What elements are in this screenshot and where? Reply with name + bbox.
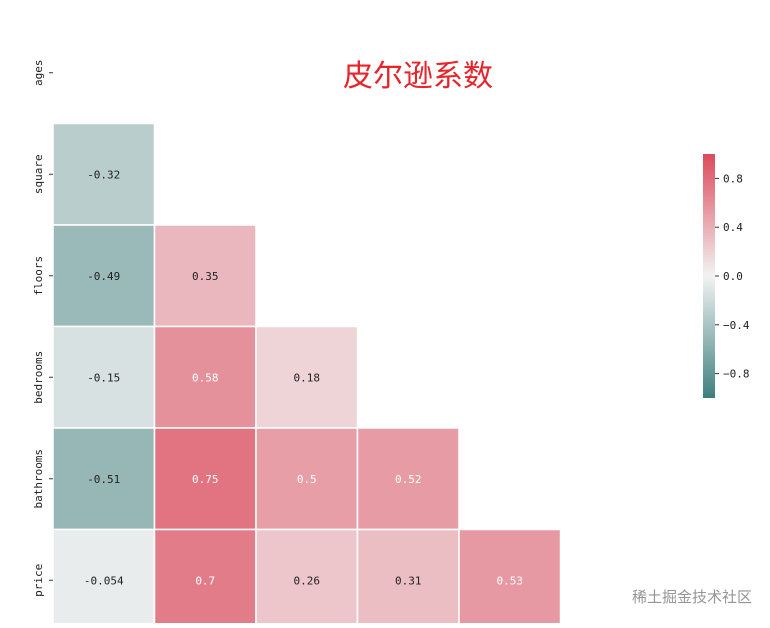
colorbar-tick-label: 0.0	[723, 270, 743, 283]
colorbar-gradient	[703, 154, 715, 398]
cell-value-label: 0.7	[195, 574, 215, 587]
cell-value-label: -0.51	[87, 473, 120, 486]
heatmap-cells: -0.32 -0.49 0.35 -0.15 0.58 0.18 -0.51 0.75 0.5 0…	[52, 122, 562, 628]
cell-value-label: -0.15	[87, 371, 120, 384]
heatmap-cell-floors-ages	[52, 224, 156, 328]
heatmap-cell-price-bathrooms	[458, 528, 562, 628]
heatmap-cell-floors-square	[153, 224, 257, 328]
cell-value-label: 0.35	[192, 270, 219, 283]
y-tick-label-bathrooms: bathrooms	[32, 449, 45, 509]
y-tick-label-price: price	[32, 564, 45, 597]
colorbar-tick-label: 0.4	[723, 221, 743, 234]
heatmap-cell-price-square	[153, 528, 257, 628]
heatmap-cell-bedrooms-floors	[255, 325, 359, 429]
colorbar-tick-label: 0.8	[723, 172, 743, 185]
cell-value-label: 0.52	[395, 473, 422, 486]
y-tick-label-floors: floors	[32, 256, 45, 296]
cell-value-label: 0.75	[192, 473, 219, 486]
heatmap-cell-bathrooms-square	[153, 427, 257, 531]
colorbar: 0.8 0.4 0.0 −0.4 −0.8	[703, 154, 750, 398]
cell-value-label: 0.31	[395, 574, 422, 587]
heatmap-cell-bedrooms-ages	[52, 325, 156, 429]
cell-value-label: -0.49	[87, 270, 120, 283]
y-tick-label-ages: ages	[32, 60, 45, 87]
y-tick-label-bedrooms: bedrooms	[32, 351, 45, 404]
colorbar-tick-label: −0.4	[723, 319, 750, 332]
cell-value-label: 0.5	[297, 473, 317, 486]
cell-value-label: 0.58	[192, 371, 219, 384]
cell-value-label: 0.26	[294, 574, 321, 587]
colorbar-tick-label: −0.8	[723, 368, 750, 381]
heatmap-cell-price-floors	[255, 528, 359, 628]
heatmap-cell-square-ages	[52, 122, 156, 226]
heatmap-cell-bathrooms-bedrooms	[356, 427, 460, 531]
cell-value-label: -0.054	[84, 574, 124, 587]
y-tick-label-square: square	[32, 154, 45, 194]
cell-value-label: 0.18	[294, 371, 321, 384]
cell-value-label: 0.53	[497, 574, 524, 587]
chart-title: 皮尔逊系数	[343, 59, 493, 94]
cell-value-label: -0.32	[87, 168, 120, 181]
axis-labels: agessquarefloorsbedroomsbathroomspriceag…	[32, 60, 53, 597]
watermark-text: 稀土掘金技术社区	[632, 588, 752, 606]
heatmap-cell-price-bedrooms	[356, 528, 460, 628]
